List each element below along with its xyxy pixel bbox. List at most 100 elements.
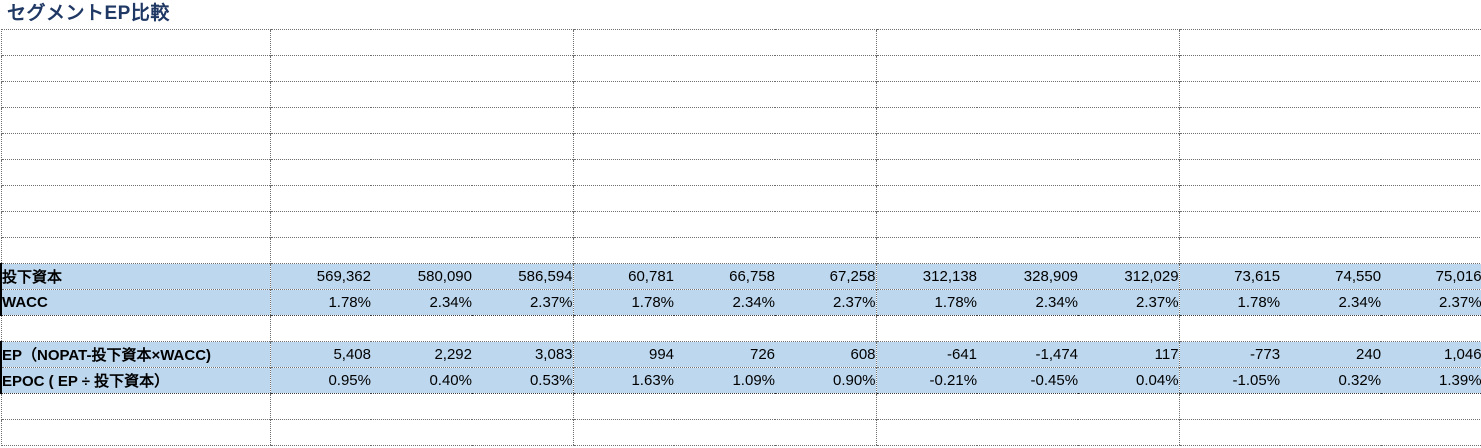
empty-cell[interactable]: [0, 159, 270, 186]
empty-cell[interactable]: [1178, 29, 1481, 56]
empty-cell[interactable]: [0, 55, 270, 82]
empty-cell[interactable]: [875, 55, 1180, 82]
empty-cell[interactable]: [875, 185, 1180, 212]
wacc-value[interactable]: 2.34%: [674, 289, 776, 316]
wacc-value[interactable]: 2.37%: [775, 289, 877, 316]
empty-cell[interactable]: [0, 393, 270, 420]
empty-cell[interactable]: [269, 159, 574, 186]
empty-cell[interactable]: [0, 315, 270, 342]
empty-cell[interactable]: [875, 315, 1180, 342]
invested-capital-value[interactable]: 60,781: [572, 263, 675, 290]
empty-cell[interactable]: [875, 29, 1180, 56]
empty-cell[interactable]: [572, 55, 877, 82]
empty-cell[interactable]: [1178, 185, 1481, 212]
empty-cell[interactable]: [269, 55, 574, 82]
epoc-value[interactable]: 1.39%: [1381, 367, 1481, 394]
empty-cell[interactable]: [269, 133, 574, 160]
empty-cell[interactable]: [269, 107, 574, 134]
ep-value[interactable]: 2,292: [371, 341, 472, 368]
empty-cell[interactable]: [572, 393, 877, 420]
invested-capital-value[interactable]: 73,615: [1178, 263, 1281, 290]
wacc-value[interactable]: 2.34%: [977, 289, 1079, 316]
ep-value[interactable]: 1,046: [1381, 341, 1481, 368]
empty-cell[interactable]: [1178, 237, 1481, 264]
ep-value[interactable]: -641: [875, 341, 978, 368]
empty-cell[interactable]: [572, 315, 877, 342]
invested-capital-value[interactable]: 580,090: [371, 263, 472, 290]
invested-capital-value[interactable]: 569,362: [269, 263, 371, 290]
empty-cell[interactable]: [875, 107, 1180, 134]
empty-cell[interactable]: [0, 81, 270, 108]
invested-capital-value[interactable]: 67,258: [775, 263, 877, 290]
empty-cell[interactable]: [1178, 315, 1481, 342]
empty-cell[interactable]: [572, 159, 877, 186]
empty-cell[interactable]: [1178, 211, 1481, 238]
invested-capital-value[interactable]: 74,550: [1280, 263, 1382, 290]
epoc-value[interactable]: 1.63%: [572, 367, 675, 394]
epoc-label[interactable]: EPOC ( EP ÷ 投下資本）: [0, 367, 270, 394]
epoc-value[interactable]: 1.09%: [674, 367, 776, 394]
wacc-value[interactable]: 1.78%: [269, 289, 371, 316]
ep-value[interactable]: 3,083: [472, 341, 574, 368]
empty-cell[interactable]: [269, 237, 574, 264]
epoc-value[interactable]: 0.04%: [1078, 367, 1180, 394]
ep-value[interactable]: 994: [572, 341, 675, 368]
wacc-value[interactable]: 1.78%: [572, 289, 675, 316]
empty-cell[interactable]: [0, 237, 270, 264]
ep-value[interactable]: -773: [1178, 341, 1281, 368]
empty-cell[interactable]: [0, 107, 270, 134]
wacc-value[interactable]: 2.37%: [472, 289, 574, 316]
empty-cell[interactable]: [269, 393, 574, 420]
invested-capital-label[interactable]: 投下資本: [0, 263, 270, 290]
empty-cell[interactable]: [875, 237, 1180, 264]
empty-cell[interactable]: [572, 419, 877, 446]
invested-capital-value[interactable]: 328,909: [977, 263, 1079, 290]
empty-cell[interactable]: [875, 81, 1180, 108]
empty-cell[interactable]: [1178, 393, 1481, 420]
wacc-value[interactable]: 1.78%: [875, 289, 978, 316]
empty-cell[interactable]: [1178, 419, 1481, 446]
invested-capital-value[interactable]: 586,594: [472, 263, 574, 290]
empty-cell[interactable]: [1178, 133, 1481, 160]
epoc-value[interactable]: -0.45%: [977, 367, 1079, 394]
invested-capital-value[interactable]: 75,016: [1381, 263, 1481, 290]
ep-label[interactable]: EP（NOPAT-投下資本×WACC): [0, 341, 270, 368]
epoc-value[interactable]: 0.53%: [472, 367, 574, 394]
wacc-value[interactable]: 2.34%: [371, 289, 472, 316]
ep-value[interactable]: 117: [1078, 341, 1180, 368]
epoc-value[interactable]: 0.40%: [371, 367, 472, 394]
empty-cell[interactable]: [572, 29, 877, 56]
empty-cell[interactable]: [572, 185, 877, 212]
empty-cell[interactable]: [1178, 81, 1481, 108]
ep-value[interactable]: 726: [674, 341, 776, 368]
empty-cell[interactable]: [269, 185, 574, 212]
empty-cell[interactable]: [572, 237, 877, 264]
wacc-value[interactable]: 1.78%: [1178, 289, 1281, 316]
empty-cell[interactable]: [269, 315, 574, 342]
ep-value[interactable]: 240: [1280, 341, 1382, 368]
empty-cell[interactable]: [572, 133, 877, 160]
wacc-value[interactable]: 2.37%: [1381, 289, 1481, 316]
epoc-value[interactable]: 0.32%: [1280, 367, 1382, 394]
invested-capital-value[interactable]: 312,029: [1078, 263, 1180, 290]
invested-capital-value[interactable]: 66,758: [674, 263, 776, 290]
wacc-label[interactable]: WACC: [0, 289, 270, 316]
empty-cell[interactable]: [875, 211, 1180, 238]
empty-cell[interactable]: [269, 211, 574, 238]
empty-cell[interactable]: [875, 393, 1180, 420]
empty-cell[interactable]: [875, 133, 1180, 160]
empty-cell[interactable]: [1178, 107, 1481, 134]
ep-value[interactable]: -1,474: [977, 341, 1079, 368]
ep-value[interactable]: 5,408: [269, 341, 371, 368]
empty-cell[interactable]: [0, 211, 270, 238]
empty-cell[interactable]: [572, 81, 877, 108]
empty-cell[interactable]: [0, 133, 270, 160]
empty-cell[interactable]: [572, 107, 877, 134]
empty-cell[interactable]: [269, 419, 574, 446]
wacc-value[interactable]: 2.34%: [1280, 289, 1382, 316]
empty-cell[interactable]: [572, 211, 877, 238]
ep-value[interactable]: 608: [775, 341, 877, 368]
wacc-value[interactable]: 2.37%: [1078, 289, 1180, 316]
epoc-value[interactable]: -0.21%: [875, 367, 978, 394]
empty-cell[interactable]: [1178, 55, 1481, 82]
